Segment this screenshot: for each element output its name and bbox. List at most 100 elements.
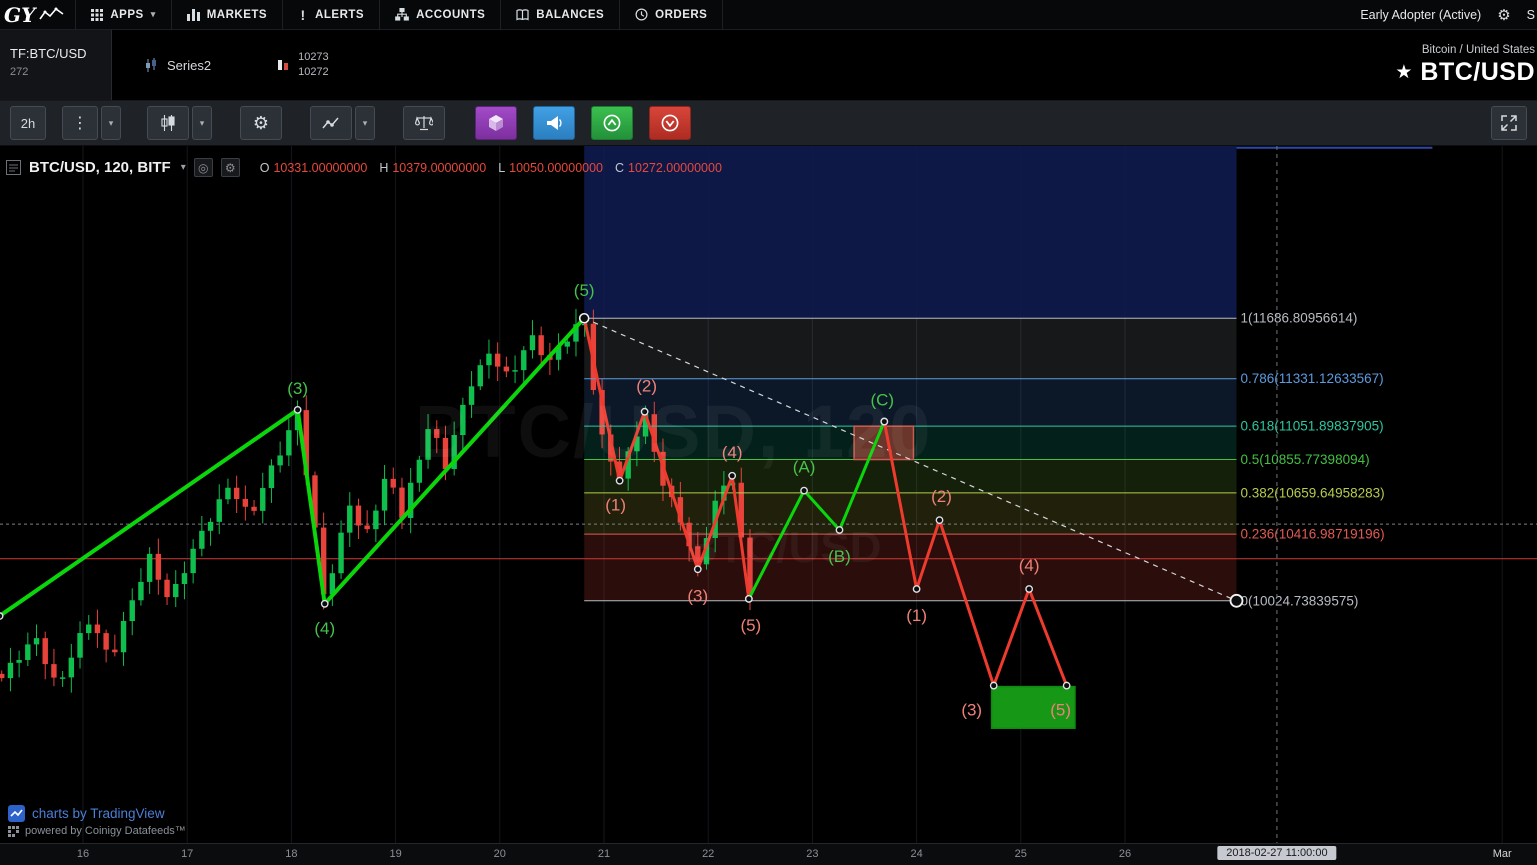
time-axis-label: 19 [389, 848, 402, 860]
chart-toolbar: 2h ⋮ ▾ ▾ ⚙ ▾ [0, 100, 1537, 146]
quote-block[interactable]: 10273 10272 [277, 30, 329, 100]
balances-book-icon [516, 8, 529, 20]
series-settings-gear-icon[interactable]: ⚙ [220, 158, 240, 177]
nav-item-accounts[interactable]: ACCOUNTS [379, 0, 500, 29]
legend-symbol-text[interactable]: BTC/USD, 120, BITF [29, 159, 171, 176]
nav-right-clipped-label[interactable]: S [1526, 7, 1535, 22]
wave-point[interactable] [1062, 681, 1071, 690]
nav-item-markets[interactable]: MARKETS [170, 0, 282, 29]
wave-point[interactable] [880, 417, 889, 426]
supply-box[interactable] [853, 425, 915, 461]
chart-tab-btcusd[interactable]: TF:BTC/USD 272 [0, 30, 112, 100]
nav-item-alerts[interactable]: ! ALERTS [282, 0, 379, 29]
ohlc-close-label: C [615, 160, 625, 175]
symbol-header: Bitcoin / United States ★ BTC/USD [1395, 30, 1537, 100]
candlestick-icon [161, 115, 175, 131]
fullscreen-button[interactable] [1491, 106, 1527, 140]
snapshot-target-icon[interactable]: ◎ [193, 158, 213, 177]
tradingview-logo-icon [8, 805, 25, 822]
time-axis-label: 21 [597, 848, 611, 860]
settings-gear-icon[interactable]: ⚙ [1497, 5, 1511, 24]
fib-level-label: 0.236(10416.98719196) [1240, 527, 1384, 542]
announce-button[interactable] [533, 106, 575, 140]
wave-label: (1) [906, 606, 927, 625]
chevron-down-icon: ▾ [150, 9, 156, 19]
compare-button[interactable] [403, 106, 445, 140]
chart-area[interactable]: 1(11686.80956614) 0.786(11331.12633567) 0.… [0, 146, 1537, 843]
wave-point[interactable] [320, 599, 329, 608]
nav-item-balances[interactable]: BALANCES [500, 0, 619, 29]
wave-point[interactable] [693, 565, 702, 574]
elliott-wave-wave-down-b[interactable]: (1) (2) (3) (4) (5) [880, 417, 1071, 720]
time-axis-label: 24 [910, 848, 923, 860]
wave-point[interactable] [935, 516, 944, 525]
nav-label: MARKETS [206, 8, 268, 21]
wave-label: (5) [740, 616, 761, 635]
chart-style-caret[interactable]: ▾ [192, 106, 212, 140]
wave-point[interactable] [615, 476, 624, 485]
favorite-star-icon[interactable]: ★ [1395, 61, 1413, 83]
trendline-end-marker[interactable] [1229, 593, 1244, 608]
fib-bands-layer [584, 146, 1237, 601]
series2-tab[interactable]: Series2 [124, 30, 231, 100]
ohlc-low-label: L [498, 160, 506, 175]
interval-label: 2h [20, 115, 36, 131]
elliott-wave-impulse-up[interactable]: (3) (4) (5) [0, 281, 595, 638]
wave-point[interactable] [912, 585, 921, 593]
wave-point[interactable] [0, 612, 4, 620]
interval-menu-button[interactable]: ⋮ [62, 106, 98, 140]
legend-symbol-caret[interactable]: ▾ [180, 162, 186, 173]
dashed-trendline[interactable] [583, 317, 1237, 602]
chart-style-button[interactable] [147, 106, 189, 140]
nav-label: APPS [110, 8, 144, 21]
fib-level-label: 0.382(10659.64958283) [1240, 485, 1384, 500]
interval-dropdown-caret[interactable]: ▾ [101, 106, 121, 140]
logo-chart-icon [39, 7, 64, 20]
wave-label: (4) [1019, 556, 1040, 575]
sell-button[interactable] [649, 106, 691, 140]
nav-item-apps[interactable]: APPS ▾ [75, 0, 170, 29]
price-chart-canvas[interactable]: 1(11686.80956614) 0.786(11331.12633567) 0.… [0, 146, 1537, 843]
indicators-caret[interactable]: ▾ [355, 106, 375, 140]
wave-label: (3) [287, 379, 308, 398]
fullscreen-expand-icon [1501, 115, 1517, 131]
time-axis-label: 20 [493, 848, 506, 860]
chart-credits: charts by TradingView powered by Coinigy… [8, 805, 186, 837]
ohlc-open-label: O [259, 160, 270, 175]
tradingview-credit-link[interactable]: charts by TradingView [8, 805, 186, 822]
coinigy-cube-button[interactable] [475, 106, 517, 140]
trendline-anchor-marker[interactable] [578, 312, 590, 324]
elliott-wave-correction-abc[interactable]: (A) (B) (C) [744, 391, 894, 603]
wave-point[interactable] [744, 594, 753, 603]
circle-arrow-down-icon [661, 114, 679, 132]
nav-item-orders[interactable]: ORDERS [619, 0, 724, 29]
time-axis-label: Mar [1492, 848, 1512, 860]
wave-point[interactable] [800, 486, 808, 495]
ohlc-open-value: 10331.00000000 [273, 160, 368, 175]
chart-tab-title: TF:BTC/USD [10, 46, 87, 61]
chart-settings-button[interactable]: ⚙ [240, 106, 282, 140]
interval-button[interactable]: 2h [10, 106, 46, 140]
indicators-button[interactable] [310, 106, 352, 140]
wave-label: (3) [961, 701, 982, 720]
chart-legend: BTC/USD, 120, BITF ▾ ◎ ⚙ O 10331.00000000… [6, 158, 722, 177]
wave-point[interactable] [728, 471, 737, 480]
target-box[interactable] [990, 685, 1076, 729]
chart-grip-icon[interactable] [6, 160, 21, 175]
time-axis-label: 23 [806, 848, 819, 860]
wave-point[interactable] [835, 526, 844, 534]
wave-point[interactable] [293, 405, 302, 414]
quote-ask: 10272 [298, 66, 329, 78]
wave-point[interactable] [989, 681, 998, 690]
time-axis[interactable]: 16 17 18 19 20 21 22 23 24 25 26 Mar 2018-02-27 11:0… [0, 843, 1537, 865]
indicator-line-icon [322, 117, 339, 129]
wave-point[interactable] [640, 407, 649, 416]
buy-button[interactable] [591, 106, 633, 140]
wave-point[interactable] [1025, 585, 1034, 593]
time-axis-label: 18 [285, 848, 298, 860]
gear-icon: ⚙ [252, 112, 270, 134]
coinigy-logo[interactable]: GY [0, 3, 75, 27]
ohlc-readout: O 10331.00000000 H 10379.00000000 L 10050.0… [260, 161, 722, 175]
nav-label: BALANCES [536, 8, 605, 21]
